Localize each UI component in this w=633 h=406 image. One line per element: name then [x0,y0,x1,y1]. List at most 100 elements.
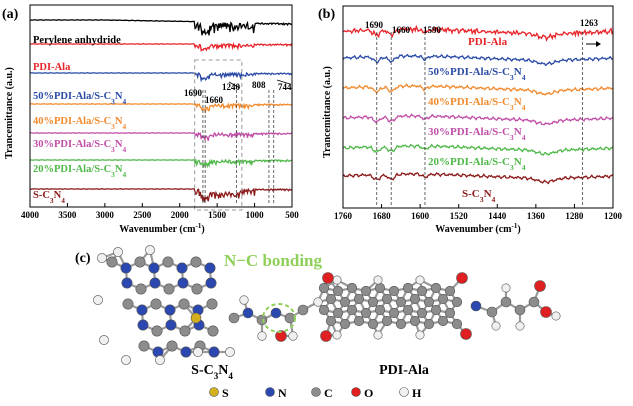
atom-c [514,304,526,316]
atom-o [275,330,287,342]
atom-n [205,277,217,289]
atom-c [409,293,421,305]
x-tick-label: 3500 [58,210,77,220]
legend-label: S [222,386,229,400]
x-tick-label: 2500 [133,210,152,220]
atom-c [395,318,407,330]
atom-h [313,297,323,307]
atom-c [150,298,162,310]
atom-h [288,331,298,341]
atom-c [430,282,442,294]
panel-b-frame [342,5,614,209]
pdi-ala-molecule-label: PDI-Ala [379,363,429,378]
panel-a-frame [29,4,293,208]
atom-n [164,304,176,316]
series-label: 30%PDI-Ala/S-C3N4 [33,139,126,154]
atom-c [122,298,134,310]
atom-c [332,285,344,297]
legend-label: C [324,386,333,400]
series-label: S-C3N4 [462,188,496,204]
panel-b-xlabel: Wavenumber (cm-1) [435,222,520,235]
atom-n [204,262,216,274]
series-label: 40%PDI-Ala/S-C3N4 [33,116,126,131]
atom-h [501,283,511,293]
atom-n [148,262,160,274]
atom-c [353,315,365,327]
atom-c [437,315,449,327]
atom-c [374,304,386,316]
peak-label: 1590 [423,25,442,35]
atom-c [325,315,337,327]
atom-c [163,283,175,295]
atom-n [242,307,254,319]
atom-c [402,304,414,316]
atom-o [540,306,552,318]
atom-c [138,340,150,352]
molecule-atoms [93,245,561,365]
atom-c [367,318,379,330]
x-tick-label: 1760 [334,211,353,221]
atom-h [373,275,383,285]
series-line [29,41,293,52]
atom-c [151,325,163,337]
atom-h [373,330,383,340]
series-label: PDI-Ala [468,36,508,48]
panel-b-series [342,24,614,185]
series-line [29,158,293,169]
x-tick-label: 1440 [488,211,507,221]
atom-c [360,307,372,319]
atom-c [318,282,330,294]
atom-c [256,314,268,326]
x-tick-label: 3000 [96,210,115,220]
atom-h [332,330,342,340]
legend-label: N [278,386,287,400]
atom-c [346,304,358,316]
series-line [29,187,293,203]
atom-c [228,312,240,324]
atom-c [409,315,421,327]
zoom-region-box [194,59,243,211]
series-label: Perylene anhydride [33,35,121,46]
peak-label: 1660 [392,25,411,35]
panel-b-chart: (b) Trancemittance (a.u.) Wavenumber (cm… [318,5,623,235]
legend-swatch [351,387,361,397]
atom-h [225,347,235,357]
series-line [342,53,614,67]
atom-c [106,256,118,268]
atom-o [320,330,332,342]
panel-b-annotations: 1690 1660 1590 1263 [365,18,599,205]
series-line [342,113,614,126]
series-label: 30%PDI-Ala/S-C3N4 [428,126,526,142]
atom-c [437,293,449,305]
atom-o [534,280,546,292]
series-label: PDI-Ala [33,62,71,73]
atom-o [456,272,468,284]
peak-pointer [276,79,291,85]
x-tick-label: 1520 [450,211,469,221]
atom-c [423,318,435,330]
atom-c [339,318,351,330]
series-line [29,71,293,83]
atom-h [551,311,561,321]
atom-h [145,245,155,255]
atom-n [136,304,148,316]
atom-c [388,285,400,297]
atom-h [257,331,267,341]
series-line [29,131,293,141]
atom-n [149,277,161,289]
series-label: 20%PDI-Ala/S-C3N4 [428,156,526,172]
series-line [342,82,614,96]
series-line [342,143,614,156]
atom-h [93,295,103,305]
atom-c [528,296,540,308]
series-label: S-C3N4 [33,190,65,205]
atom-h [332,275,342,285]
panel-a-label: (a) [2,7,19,22]
panel-b-ylabel: Trancemittance (a.u.) [322,66,333,158]
x-tick-label: 4000 [21,210,40,220]
atom-c [178,298,190,310]
peak-label: 1690 [365,20,384,30]
atom-h [515,321,525,331]
legend-label: H [412,386,422,400]
atom-c [381,293,393,305]
